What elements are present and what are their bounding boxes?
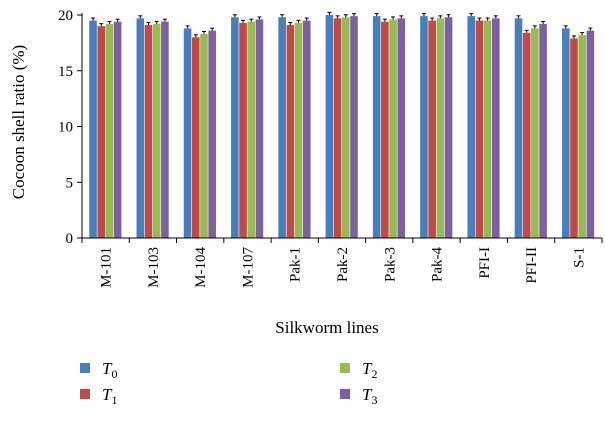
bar: [350, 16, 358, 238]
x-tick-label: S-1: [571, 247, 587, 268]
bar: [539, 23, 547, 239]
x-axis-title: Silkworm lines: [275, 318, 378, 337]
bar: [475, 20, 484, 239]
bar: [342, 17, 350, 239]
bar: [522, 32, 531, 239]
bar: [397, 18, 406, 238]
y-axis-title: Cocoon shell ratio (%): [9, 45, 28, 199]
bar: [514, 18, 523, 238]
legend: T0 T1 T2 T3: [80, 359, 377, 407]
x-tick-label: M-104: [193, 247, 209, 288]
bar: [420, 16, 428, 238]
bar: [302, 20, 311, 239]
legend-swatch: [340, 389, 350, 399]
y-tick-label: 10: [58, 120, 73, 136]
bar: [208, 30, 216, 238]
legend-swatch: [80, 389, 90, 399]
bar: [492, 18, 500, 238]
legend-label: T1: [102, 385, 117, 407]
bar: [570, 38, 578, 238]
bar: [467, 16, 476, 238]
bar: [333, 18, 342, 238]
bar: [255, 19, 264, 239]
x-tick-label: Pak-1: [288, 247, 304, 282]
bar: [278, 17, 286, 239]
bar: [381, 21, 389, 238]
bar: [161, 21, 169, 238]
bar: [372, 16, 381, 238]
bar: [136, 18, 145, 238]
bar: [239, 22, 247, 239]
x-tick-label: Pak-2: [335, 247, 351, 282]
bar: [444, 17, 453, 239]
bar: [578, 35, 586, 238]
y-tick-label: 5: [66, 175, 74, 191]
x-tick-label: M-107: [240, 247, 256, 288]
bar: [105, 23, 114, 239]
bar: [428, 20, 436, 239]
legend-label: T0: [102, 359, 117, 381]
bar: [294, 22, 303, 239]
bar: [586, 30, 595, 238]
bar: [144, 25, 153, 238]
x-tick-label: Pak-4: [430, 247, 446, 282]
x-tick-label: PFI-I: [477, 247, 493, 279]
legend-swatch: [340, 363, 350, 373]
bar: [247, 21, 256, 238]
bar: [531, 28, 539, 238]
y-tick-label: 15: [58, 64, 73, 80]
bar: [191, 37, 200, 238]
x-tick-label: M-101: [99, 247, 115, 288]
bar: [286, 25, 295, 238]
bars: [89, 12, 595, 239]
bar: [389, 19, 397, 239]
axes: 0 5 10 15 20 M-101 M-103 M-104 M-107 Pak-1 Pak-2 Pa…: [58, 8, 603, 288]
bar: [325, 15, 334, 238]
legend-label: T3: [362, 385, 377, 407]
bar: [183, 28, 192, 238]
x-tick-label: Pak-3: [382, 247, 398, 282]
bar: [89, 20, 97, 239]
bar: [561, 28, 570, 238]
y-tick-label: 20: [58, 8, 73, 24]
bar: [200, 33, 208, 238]
bar: [436, 18, 445, 238]
bar: [152, 23, 161, 239]
bar: [97, 26, 106, 239]
legend-label: T2: [362, 359, 377, 381]
bar: [483, 20, 492, 239]
x-tick-label: M-103: [146, 247, 162, 288]
legend-swatch: [80, 363, 90, 373]
bar: [231, 17, 239, 239]
x-tick-label: PFI-II: [524, 247, 540, 284]
y-tick-label: 0: [66, 231, 74, 247]
bar: [113, 21, 122, 238]
